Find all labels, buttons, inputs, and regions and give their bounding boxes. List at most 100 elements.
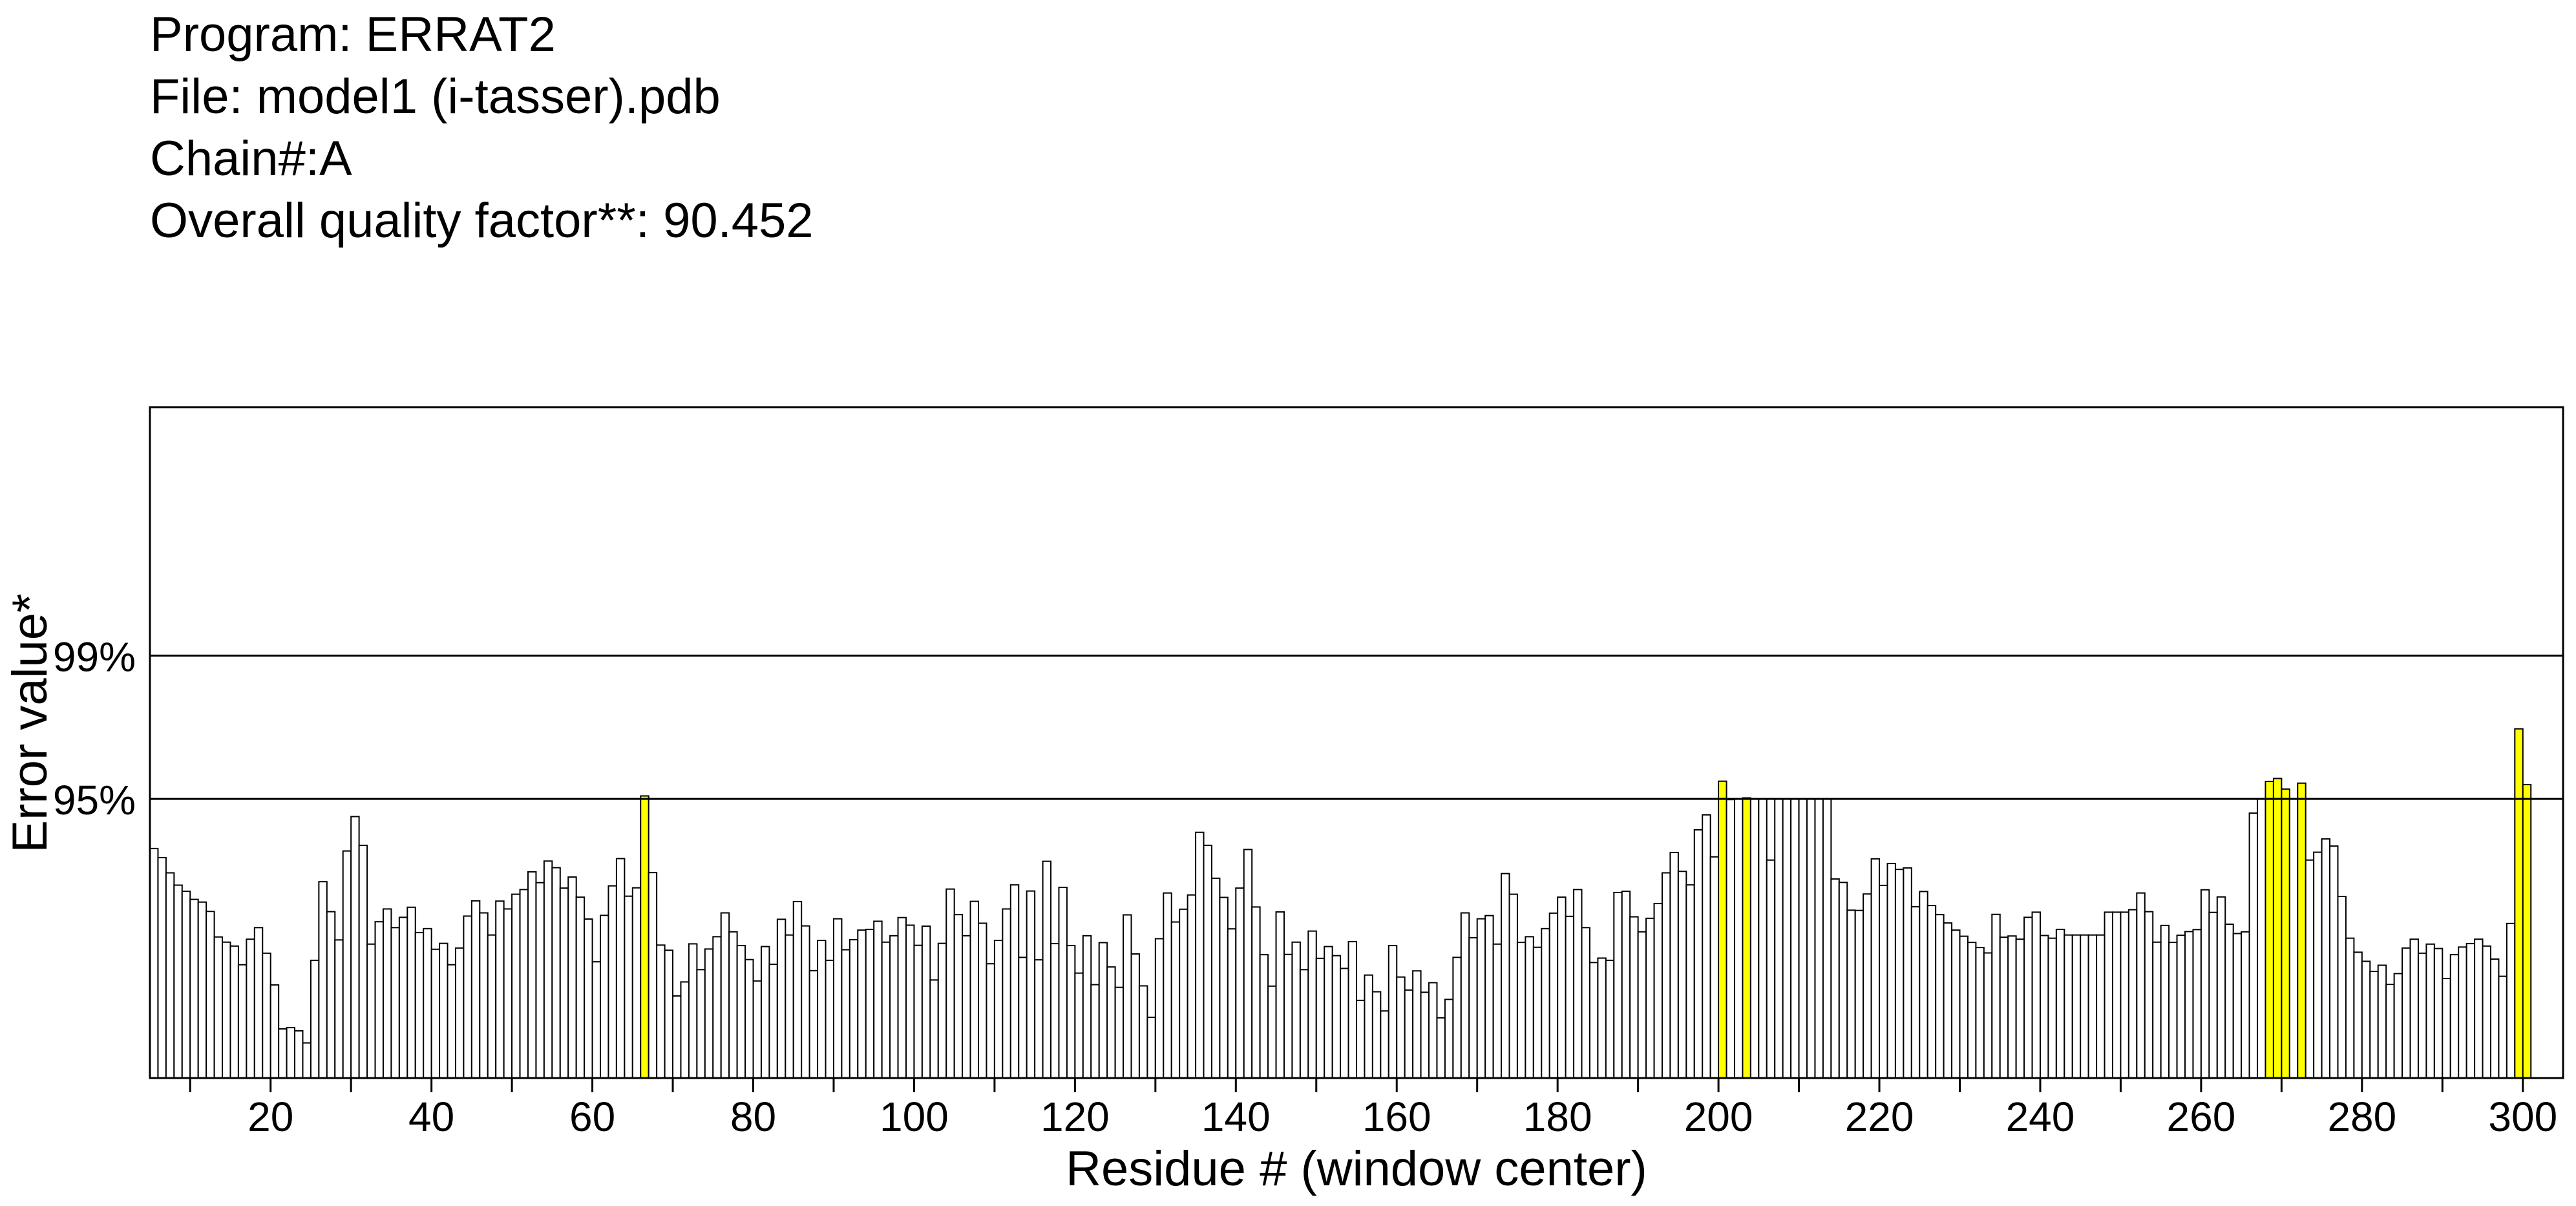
bar-residue-269 bbox=[2272, 778, 2283, 1079]
bar-residue-298 bbox=[2506, 922, 2516, 1079]
bar-residue-101 bbox=[921, 926, 931, 1079]
bar-residue-60 bbox=[591, 961, 602, 1079]
x-tick-label: 40 bbox=[408, 1094, 454, 1140]
x-tick-label: 300 bbox=[2488, 1094, 2557, 1140]
bar-residue-154 bbox=[1347, 940, 1358, 1079]
bar-residue-23 bbox=[294, 1030, 304, 1079]
bar-residue-67 bbox=[648, 872, 658, 1079]
bar-residue-258 bbox=[2184, 931, 2194, 1079]
bar-residue-56 bbox=[559, 887, 569, 1079]
x-axis: 20 40 60 80 100 120 140 160 180 200 220 240 260 280 30… bbox=[189, 1078, 2557, 1140]
bar-residue-43 bbox=[454, 947, 465, 1079]
bar-residue-68 bbox=[656, 944, 666, 1079]
bar-residue-198 bbox=[1702, 814, 1711, 1079]
bar-residue-166 bbox=[1444, 999, 1454, 1079]
bar-residue-47 bbox=[487, 934, 497, 1079]
bar-residue-299 bbox=[2514, 728, 2524, 1079]
bar-residue-96 bbox=[881, 941, 891, 1079]
bar-residue-264 bbox=[2232, 933, 2243, 1079]
bar-residue-80 bbox=[752, 980, 762, 1079]
bar-residue-118 bbox=[1058, 886, 1068, 1079]
bar-residue-206 bbox=[1766, 859, 1776, 1079]
bar-residue-86 bbox=[801, 925, 810, 1079]
bar-residue-203 bbox=[1742, 797, 1751, 1079]
bar-residue-91 bbox=[841, 949, 850, 1079]
bar-residue-244 bbox=[2071, 934, 2082, 1079]
bar-residue-260 bbox=[2200, 889, 2210, 1079]
bar-residue-239 bbox=[2031, 911, 2041, 1079]
bar-residue-147 bbox=[1291, 941, 1301, 1079]
bar-residue-102 bbox=[929, 979, 939, 1079]
bar-residue-175 bbox=[1516, 942, 1526, 1079]
bar-residue-156 bbox=[1364, 974, 1373, 1079]
bar-residue-234 bbox=[1991, 913, 2001, 1079]
bar-residue-280 bbox=[2361, 960, 2371, 1079]
bar-residue-209 bbox=[1790, 798, 1800, 1079]
bar-residue-190 bbox=[1637, 931, 1647, 1079]
bar-residue-63 bbox=[615, 858, 626, 1079]
bar-residue-6 bbox=[157, 856, 167, 1079]
bar-residue-127 bbox=[1130, 953, 1140, 1079]
x-tick-label: 20 bbox=[248, 1094, 293, 1140]
bar-residue-158 bbox=[1380, 1010, 1389, 1079]
bar-residue-266 bbox=[2248, 812, 2259, 1079]
bar-residue-152 bbox=[1331, 955, 1342, 1079]
x-tick-label: 180 bbox=[1523, 1094, 1592, 1140]
bar-residue-217 bbox=[1854, 909, 1864, 1079]
x-axis-label: Residue # (window center) bbox=[1066, 1141, 1647, 1196]
bar-residue-207 bbox=[1774, 798, 1784, 1079]
bar-residue-10 bbox=[189, 898, 199, 1079]
bar-residue-200 bbox=[1718, 780, 1727, 1079]
bar-residue-163 bbox=[1420, 991, 1430, 1079]
x-tick-label: 120 bbox=[1040, 1094, 1110, 1140]
bar-residue-236 bbox=[2007, 935, 2017, 1079]
quality-factor-line: Overall quality factor**: 90.452 bbox=[150, 193, 814, 248]
bar-residue-250 bbox=[2120, 911, 2129, 1079]
bar-residue-285 bbox=[2402, 947, 2411, 1079]
bar-residue-199 bbox=[1709, 856, 1720, 1079]
bar-residue-44 bbox=[463, 915, 472, 1079]
bar-residue-160 bbox=[1396, 976, 1406, 1079]
bar-residue-36 bbox=[398, 916, 408, 1079]
bar-residue-49 bbox=[503, 908, 513, 1079]
bar-residue-26 bbox=[318, 881, 328, 1079]
bar-residue-99 bbox=[905, 924, 915, 1079]
bar-residue-131 bbox=[1163, 892, 1172, 1079]
bar-residue-215 bbox=[1838, 882, 1848, 1079]
bar-residue-73 bbox=[696, 969, 706, 1079]
bar-residue-165 bbox=[1436, 1017, 1446, 1079]
bar-group bbox=[149, 728, 2532, 1079]
bar-residue-35 bbox=[390, 927, 400, 1079]
bar-residue-144 bbox=[1267, 985, 1277, 1079]
bar-residue-62 bbox=[607, 885, 617, 1079]
bar-residue-33 bbox=[374, 921, 384, 1079]
bar-residue-146 bbox=[1283, 953, 1293, 1079]
bar-residue-38 bbox=[414, 931, 425, 1079]
bar-residue-261 bbox=[2208, 911, 2218, 1079]
bar-residue-177 bbox=[1532, 946, 1543, 1079]
bar-residue-268 bbox=[2265, 781, 2274, 1079]
bar-residue-31 bbox=[358, 844, 368, 1079]
bar-residue-238 bbox=[2023, 916, 2033, 1079]
bar-residue-286 bbox=[2409, 938, 2419, 1079]
bar-residue-57 bbox=[567, 876, 577, 1079]
bar-residue-53 bbox=[535, 882, 545, 1079]
bar-residue-252 bbox=[2136, 892, 2146, 1079]
x-tick-label: 100 bbox=[880, 1094, 949, 1140]
bar-residue-189 bbox=[1629, 916, 1639, 1079]
bar-residue-218 bbox=[1863, 893, 1872, 1079]
bar-residue-256 bbox=[2168, 942, 2178, 1079]
bar-residue-108 bbox=[978, 922, 987, 1079]
bar-residue-251 bbox=[2127, 909, 2138, 1079]
bar-residue-183 bbox=[1581, 927, 1590, 1079]
bar-residue-155 bbox=[1356, 999, 1366, 1079]
bar-residue-273 bbox=[2305, 859, 2315, 1079]
bar-residue-28 bbox=[334, 939, 344, 1079]
bar-residue-30 bbox=[350, 816, 360, 1079]
x-tick-label: 80 bbox=[730, 1094, 776, 1140]
bar-residue-64 bbox=[624, 895, 633, 1079]
x-tick-label: 280 bbox=[2327, 1094, 2396, 1140]
bar-residue-276 bbox=[2329, 845, 2339, 1079]
bar-residue-110 bbox=[993, 940, 1004, 1079]
bar-residue-72 bbox=[688, 943, 698, 1079]
